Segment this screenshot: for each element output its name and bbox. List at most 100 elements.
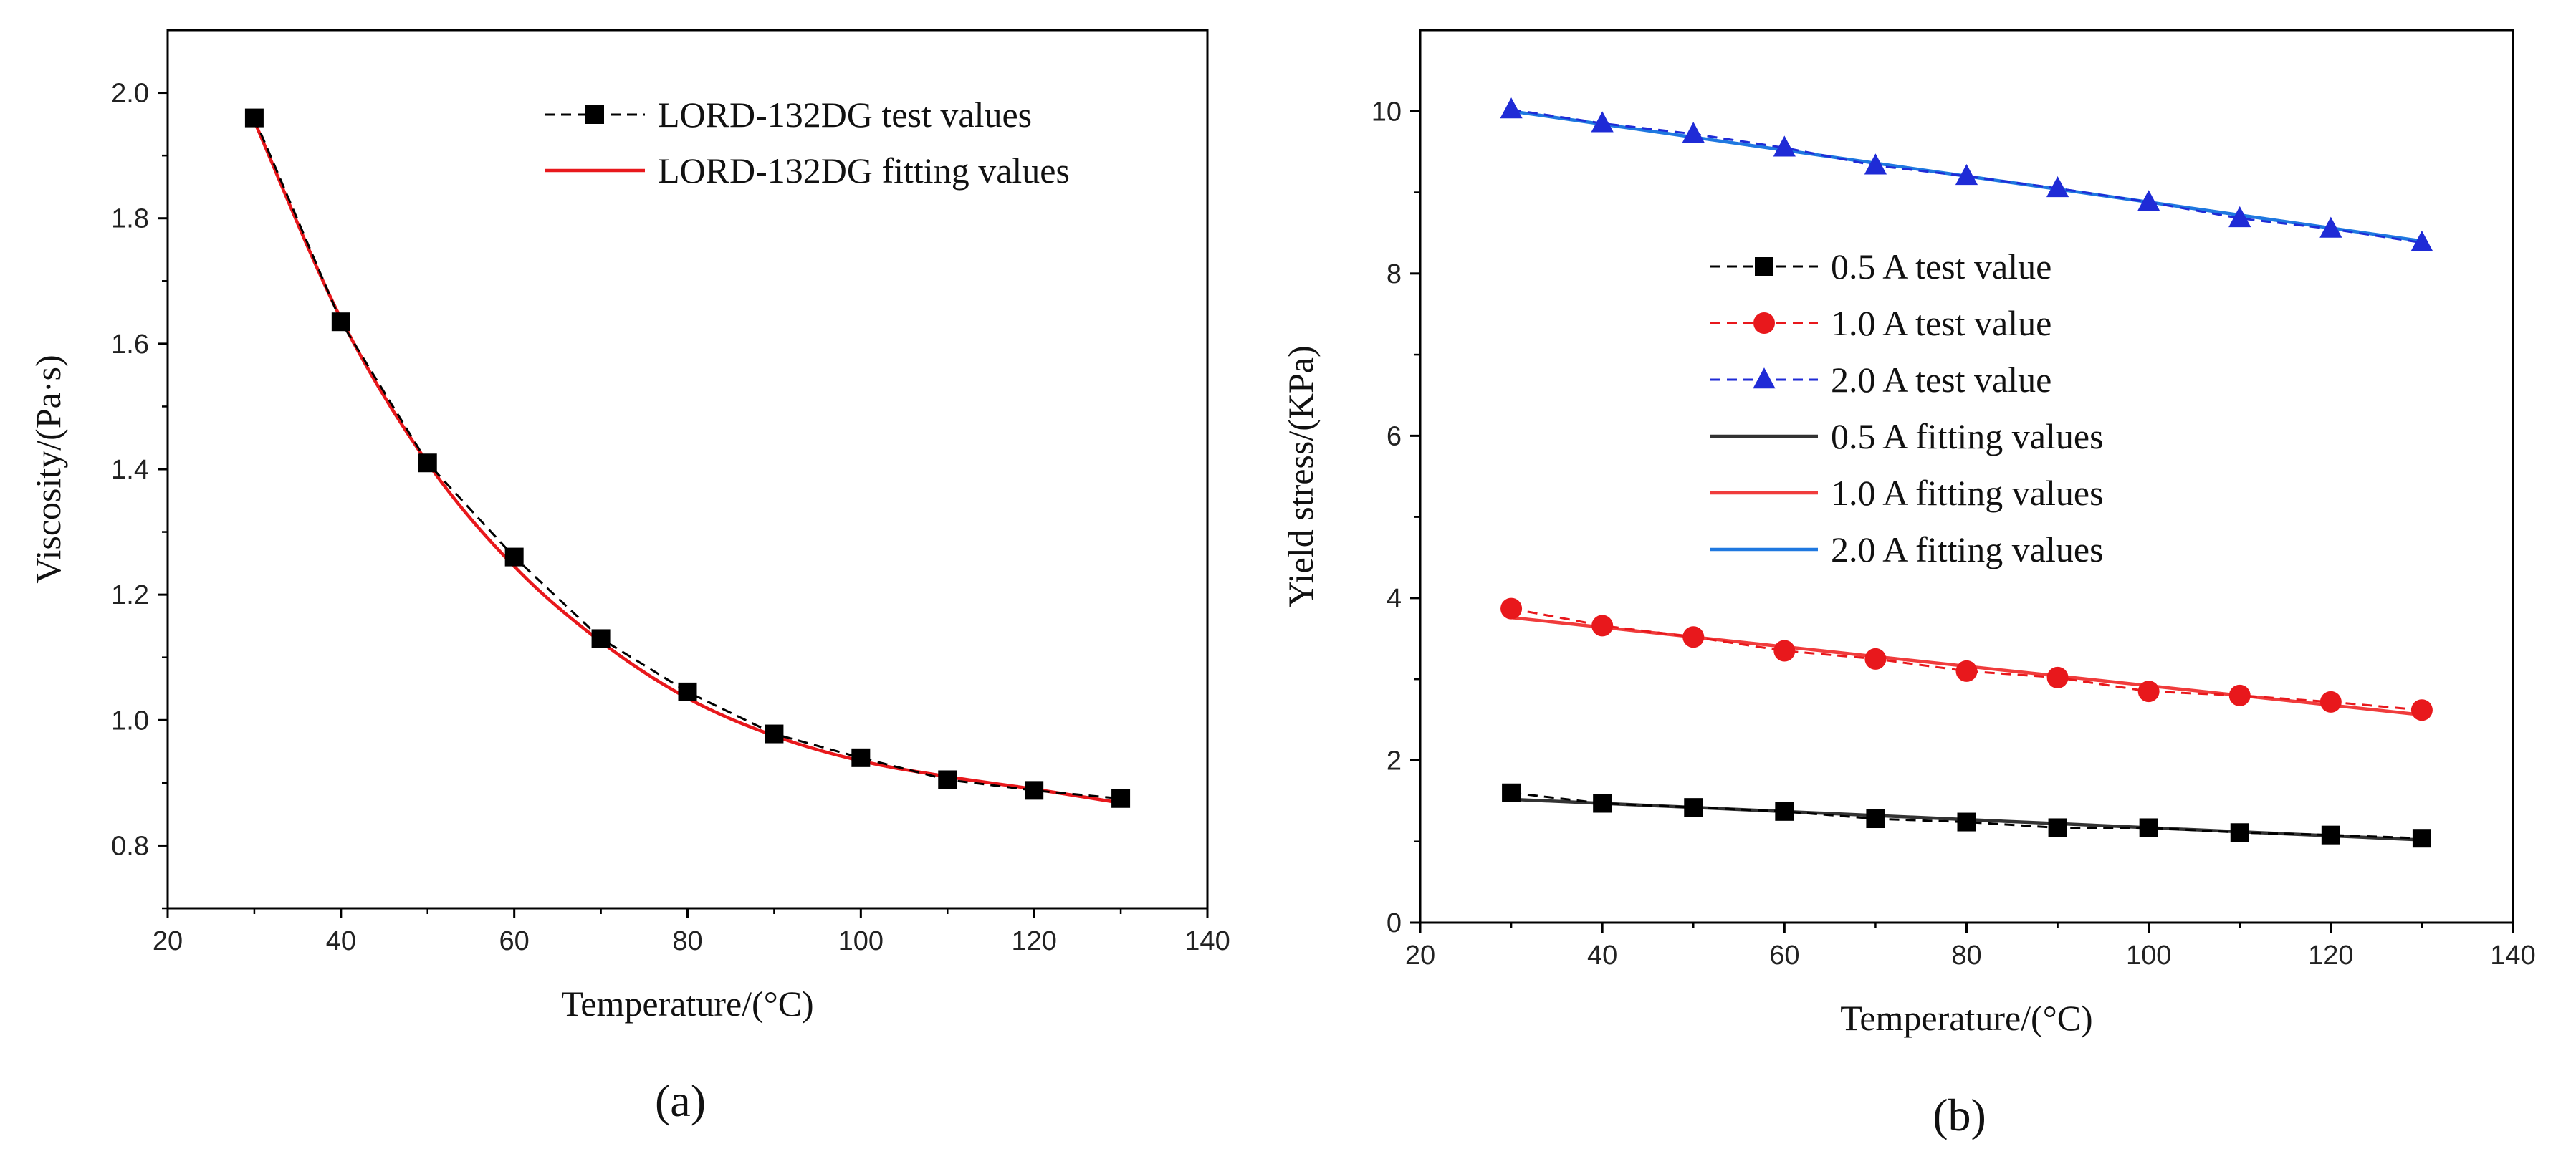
y-tick-label: 6 (1387, 421, 1402, 451)
series-line (1510, 792, 2422, 840)
series-0 (1502, 783, 2431, 848)
data-point (2410, 699, 2433, 721)
y-tick-label: 1.8 (111, 204, 149, 234)
legend-entry: 2.0 A fitting values (1710, 529, 2104, 569)
legend-label: LORD-132DG test values (658, 95, 1032, 135)
legend-label: 2.0 A test value (1831, 360, 2051, 400)
data-point (2046, 176, 2069, 198)
data-point (1500, 597, 1523, 620)
data-point (1864, 153, 1887, 175)
legend-label: 2.0 A fitting values (1831, 529, 2104, 569)
data-point (765, 724, 784, 744)
data-point (1682, 626, 1705, 648)
chart-panel-b: 20 40 60 80 100 120 140 0 2 4 6 8 10 Temperature/(°C)… (1280, 29, 2536, 1140)
chart-panel-a: 20 40 60 80 100 120 140 0.8 1.0 1.2 1.4 1.6 1.8 2.0 Te… (28, 29, 1230, 1126)
x-tick-label: 20 (153, 926, 183, 956)
x-tick-label: 100 (2126, 941, 2171, 971)
data-point (591, 629, 611, 648)
x-tick-label: 20 (1405, 941, 1435, 971)
data-point (1684, 798, 1703, 817)
data-point (1502, 783, 1521, 802)
legend-entry: 0.5 A test value (1710, 246, 2051, 287)
panel-label: (a) (655, 1075, 706, 1126)
data-point (1957, 812, 1976, 832)
y-tick-label: 2 (1387, 746, 1402, 776)
x-tick-label: 80 (1951, 941, 1981, 971)
data-point (1773, 135, 1796, 157)
data-point (1025, 781, 1044, 800)
legend-entry: 2.0 A test value (1710, 360, 2051, 400)
legend-entry: LORD-132DG test values (545, 95, 1032, 135)
data-point (2230, 823, 2249, 842)
x-axis-title: Temperature/(°C) (561, 984, 813, 1024)
data-point (1591, 615, 1614, 637)
series-1 (252, 120, 1121, 805)
series-line (252, 120, 1121, 805)
data-point (1773, 640, 1796, 662)
data-point (1593, 794, 1612, 813)
data-point (331, 312, 350, 332)
data-point (1866, 809, 1885, 829)
legend-label: LORD-132DG fitting values (658, 150, 1070, 191)
data-point (2321, 825, 2340, 845)
y-tick-label: 2.0 (111, 79, 149, 109)
legend-swatch-marker (1753, 367, 1776, 389)
data-point (2412, 829, 2431, 848)
data-point (1591, 111, 1614, 133)
x-tick-label: 60 (1769, 941, 1799, 971)
legend-entry: LORD-132DG fitting values (545, 150, 1070, 191)
legend-label: 0.5 A fitting values (1831, 416, 2104, 456)
legend-swatch-marker (585, 105, 604, 124)
data-point (2319, 216, 2342, 238)
y-tick-label: 0 (1387, 908, 1402, 938)
data-point (244, 108, 264, 128)
x-tick-label: 80 (672, 926, 702, 956)
series-1 (1500, 597, 2433, 721)
legend-label: 0.5 A test value (1831, 246, 2051, 287)
y-tick-label: 1.2 (111, 580, 149, 610)
data-point (2046, 666, 2069, 688)
y-tick-label: 0.8 (111, 831, 149, 861)
data-point (851, 748, 871, 767)
x-tick-label: 100 (838, 926, 884, 956)
series-line (253, 117, 1121, 800)
data-point (2410, 230, 2433, 252)
data-point (1955, 660, 1978, 682)
y-tick-label: 1.0 (111, 706, 149, 736)
data-point (2137, 681, 2160, 703)
y-tick-label: 1.6 (111, 330, 149, 360)
data-point (1500, 97, 1523, 119)
x-tick-label: 120 (1011, 926, 1056, 956)
data-point (504, 547, 524, 567)
data-point (1682, 122, 1705, 143)
x-tick-label: 40 (1587, 941, 1617, 971)
y-axis-title: Viscosity/(Pa·s) (28, 355, 68, 583)
y-tick-label: 4 (1387, 584, 1402, 614)
x-tick-label: 40 (326, 926, 356, 956)
legend-label: 1.0 A fitting values (1831, 473, 2104, 513)
data-point (2228, 684, 2251, 706)
x-tick-label: 140 (1184, 926, 1230, 956)
legend-entry: 1.0 A fitting values (1710, 473, 2104, 513)
y-tick-label: 8 (1387, 259, 1402, 289)
x-axis-title: Temperature/(°C) (1840, 998, 2092, 1038)
x-tick-label: 60 (499, 926, 530, 956)
series-line (1510, 607, 2423, 711)
data-point (938, 770, 957, 789)
series-0 (244, 108, 1131, 808)
series-line (1510, 108, 2423, 244)
y-axis-title: Yield stress/(KPa) (1280, 345, 1321, 607)
series-2 (1500, 97, 2433, 252)
data-point (2319, 691, 2342, 713)
x-tick-label: 120 (2308, 941, 2353, 971)
data-point (1111, 789, 1131, 808)
panel-label: (b) (1933, 1090, 1986, 1140)
data-point (2228, 206, 2251, 228)
y-tick-label: 10 (1371, 97, 1402, 127)
data-point (1775, 802, 1794, 821)
data-point (2137, 190, 2160, 211)
data-point (2048, 818, 2067, 837)
data-point (1955, 163, 1978, 186)
data-point (1864, 648, 1887, 670)
